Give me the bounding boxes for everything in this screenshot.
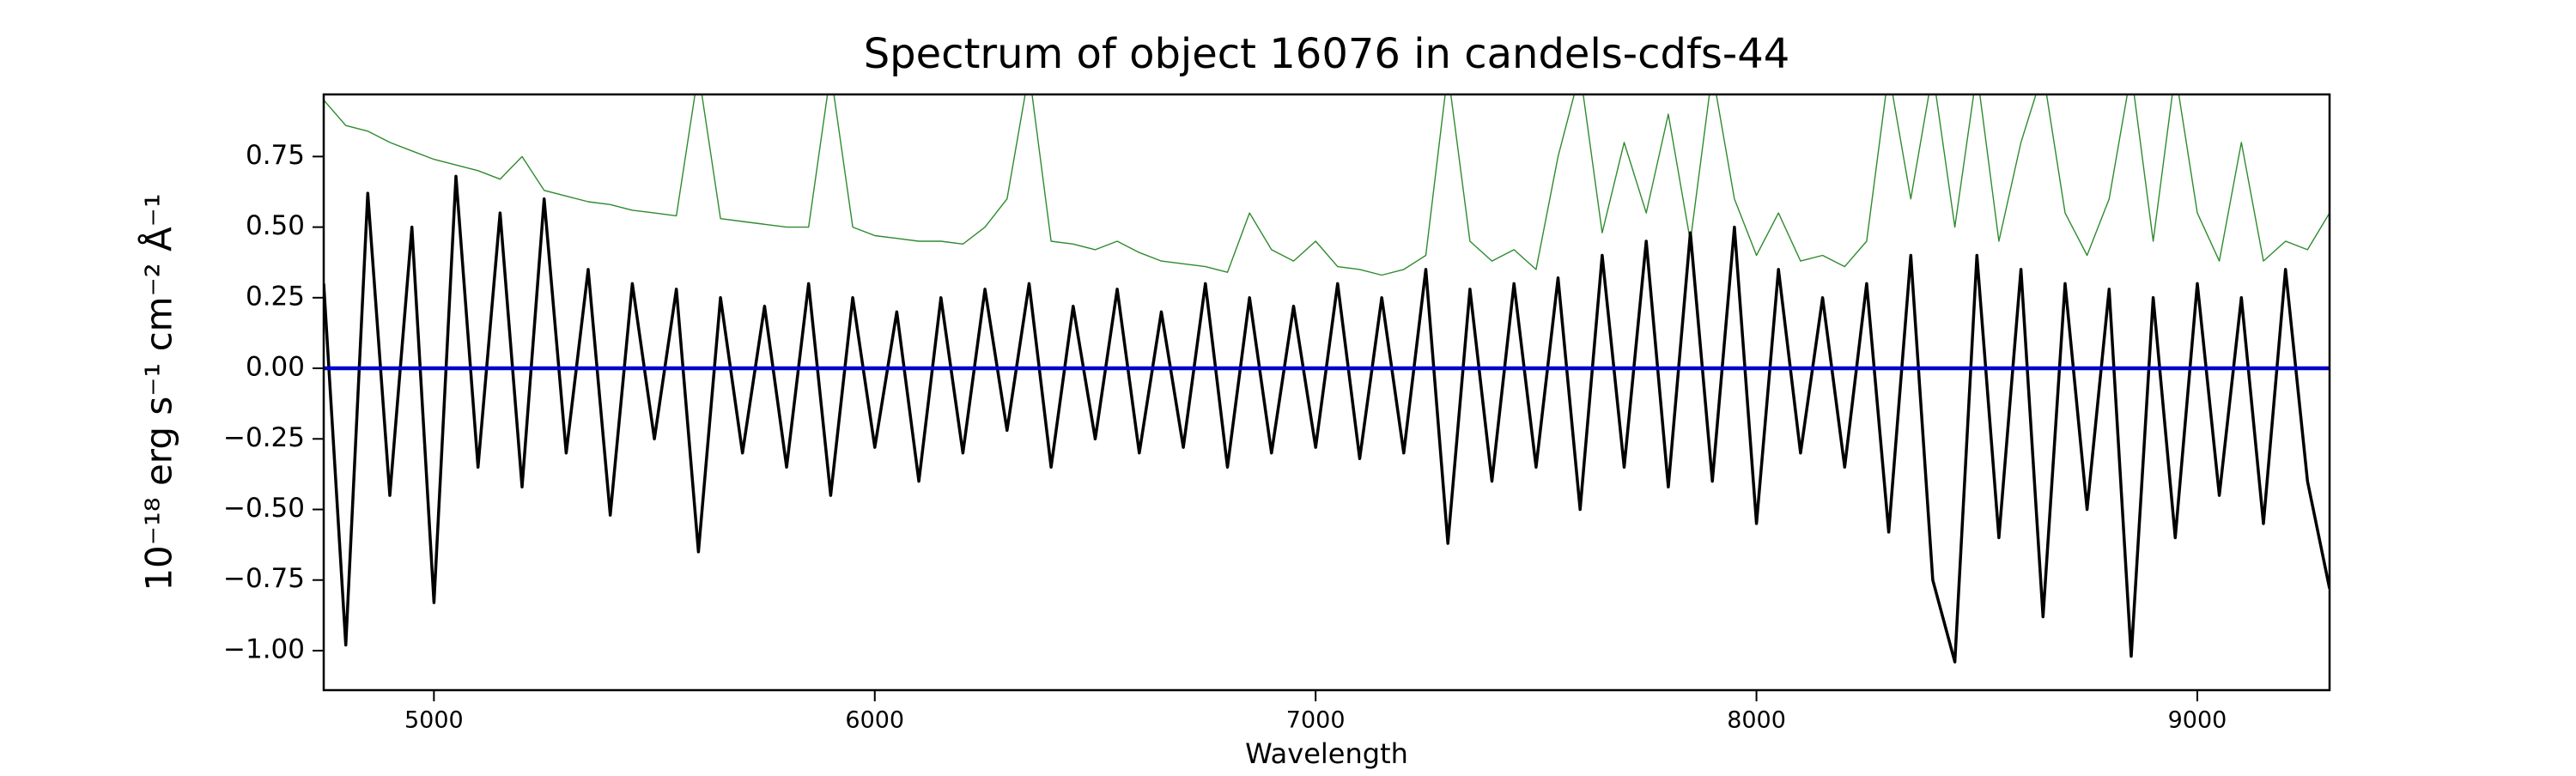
- x-tick-label: 8000: [1727, 707, 1786, 734]
- x-tick-label: 9000: [2168, 707, 2227, 734]
- y-tick-label: 0.25: [246, 281, 305, 312]
- spectrum-line: [324, 94, 2330, 276]
- chart-title: Spectrum of object 16076 in candels-cdfs…: [864, 30, 1790, 78]
- y-tick-label: −1.00: [223, 634, 305, 664]
- y-tick-label: 0.75: [246, 140, 305, 171]
- x-tick-label: 6000: [845, 707, 904, 734]
- x-axis-label: Wavelength: [1245, 737, 1408, 770]
- y-tick-label: −0.25: [223, 422, 305, 453]
- y-axis-label: 10⁻¹⁸ erg s⁻¹ cm⁻² Å⁻¹: [137, 193, 180, 591]
- axes-frame: [322, 93, 2331, 692]
- x-tick-label: 5000: [404, 707, 464, 734]
- y-tick-label: −0.75: [223, 563, 305, 594]
- y-tick-label: 0.00: [246, 352, 305, 383]
- x-tick-label: 7000: [1286, 707, 1346, 734]
- spectrum-line: [324, 174, 2330, 664]
- y-tick-label: 0.50: [246, 210, 305, 241]
- y-tick-label: −0.50: [223, 493, 305, 524]
- plot-area: [324, 94, 2330, 664]
